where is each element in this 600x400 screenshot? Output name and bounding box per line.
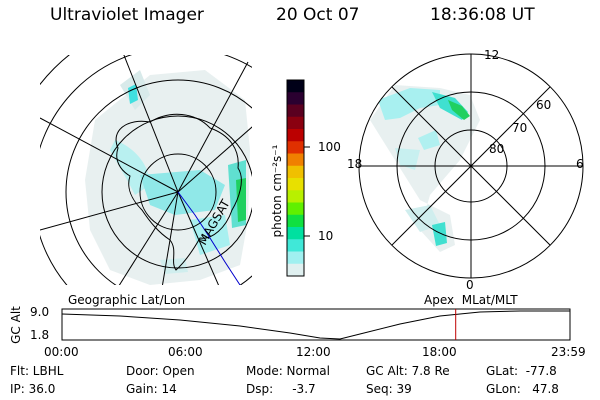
info-glon: GLon: 47.8: [486, 382, 559, 396]
strip-ytick-high: 9.0: [30, 305, 50, 319]
mlt-label-6: 6: [576, 157, 584, 171]
strip-right-title: Apex MLat/MLT: [424, 293, 518, 307]
strip-xtick-0600: 06:00: [168, 345, 203, 359]
colorbar-swatch: [287, 227, 304, 240]
color-bar: [286, 79, 310, 277]
altitude-curve: [61, 310, 570, 340]
mlt-label-12: 12: [484, 48, 500, 62]
info-mode: Mode: Normal: [246, 364, 330, 378]
strip-left-title: Geographic Lat/Lon: [68, 293, 186, 307]
colorbar-swatch: [287, 178, 304, 191]
strip-xtick-1800: 18:00: [422, 345, 457, 359]
colorbar-swatch: [287, 153, 304, 167]
colorbar-swatch: [287, 141, 304, 154]
info-door: Door: Open: [126, 364, 195, 378]
colorbar-swatch: [287, 92, 304, 105]
info-seq: Seq: 39: [366, 382, 412, 396]
geo-aurora-image: [85, 70, 250, 285]
info-gc-alt: GC Alt: 7.8 Re: [366, 364, 450, 378]
lat-label-70: 70: [512, 121, 528, 135]
info-dsp: Dsp: -3.7: [246, 382, 316, 396]
colorbar-border: [286, 79, 305, 277]
colorbar-tick-10: 10: [318, 229, 334, 243]
geographic-map: MAGSAT: [40, 55, 252, 285]
info-ip: IP: 36.0: [10, 382, 56, 396]
colorbar-swatch: [287, 104, 304, 118]
strip-xtick-2359: 23:59: [551, 345, 586, 359]
apex-aurora-image: [370, 85, 480, 252]
colorbar-tick-100: 100: [318, 140, 341, 154]
info-filter: Flt: LBHL: [10, 364, 64, 378]
altitude-strip: [61, 308, 571, 341]
lat-label-60: 60: [536, 98, 552, 112]
time-label: 18:36:08 UT: [430, 5, 535, 25]
mlt-label-0: 0: [466, 278, 474, 292]
geo-meridians: [40, 55, 252, 285]
instrument-title: Ultraviolet Imager: [50, 5, 204, 25]
info-gain: Gain: 14: [126, 382, 177, 396]
strip-xtick-1200: 12:00: [296, 345, 331, 359]
colorbar-swatch: [287, 214, 304, 228]
strip-xtick-0000: 00:00: [44, 345, 79, 359]
colorbar-swatch: [287, 202, 304, 216]
date-label: 20 Oct 07: [276, 5, 360, 25]
colorbar-unit-label: photon cm⁻²s⁻¹: [270, 144, 284, 238]
strip-y-axis-label: GC Alt: [9, 306, 23, 344]
colorbar-swatch: [287, 116, 304, 130]
colorbar-swatch: [287, 239, 304, 252]
colorbar-swatch: [287, 190, 304, 203]
mlt-label-18: 18: [347, 157, 363, 171]
colorbar-swatch: [287, 251, 304, 265]
colorbar-swatch: [287, 129, 304, 142]
info-glat: GLat: -77.8: [486, 364, 557, 378]
lat-label-80: 80: [489, 142, 505, 156]
antarctica-coastline: [115, 113, 242, 271]
strip-ytick-low: 1.8: [30, 328, 50, 342]
colorbar-swatch: [287, 80, 304, 93]
apex-mlt-lines: [359, 54, 583, 278]
colorbar-swatch: [287, 165, 304, 179]
geo-footprint-track: [177, 191, 241, 285]
colorbar-swatch: [287, 263, 304, 277]
apex-polar-map: [358, 53, 584, 279]
